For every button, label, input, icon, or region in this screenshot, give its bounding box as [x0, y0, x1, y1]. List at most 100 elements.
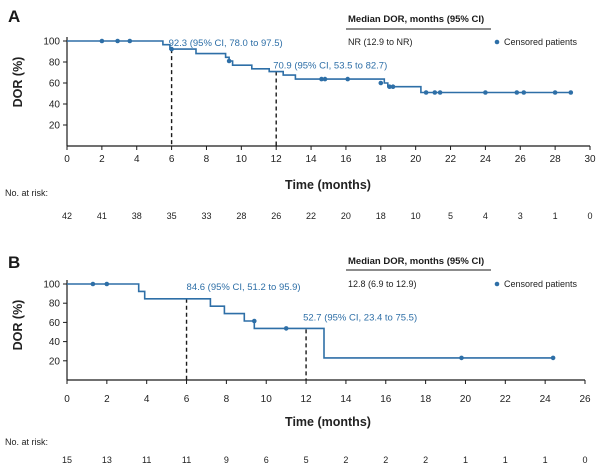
panel-a-landmark-label: 70.9 (95% CI, 53.5 to 82.7) [273, 61, 387, 72]
panel-a-at-risk-count: 38 [132, 211, 142, 221]
panel-a-at-risk-count: 20 [341, 211, 351, 221]
panel-a-xtick-label: 16 [340, 154, 352, 165]
panel-a-at-risk-count: 10 [411, 211, 421, 221]
panel-a-censor-marker [99, 38, 105, 44]
panel-a-xtick-label: 18 [375, 154, 387, 165]
panel-a-xtick-label: 8 [204, 154, 210, 165]
panel-b-at-risk-count: 9 [224, 455, 229, 465]
panel-b-censor-marker [459, 355, 464, 361]
panel-a-risk-title: No. at risk: [5, 188, 48, 198]
panel-a-censor-marker [552, 90, 558, 95]
panel-a-at-risk-count: 26 [271, 211, 281, 221]
panel-b-median-title: Median DOR, months (95% CI) [348, 256, 484, 267]
panel-a-censor-marker [514, 90, 520, 95]
panel-b-at-risk-count: 6 [264, 455, 269, 465]
panel-b-at-risk-count: 5 [304, 455, 309, 465]
panel-a-censor-marker [115, 38, 120, 44]
panel-b-xtick-label: 18 [420, 394, 432, 405]
panel-a-censor-marker [521, 90, 527, 95]
panel-b-xtick-label: 12 [301, 394, 313, 405]
panel-a-ytick-label: 40 [49, 100, 61, 111]
panel-a-xtick-label: 10 [236, 154, 248, 165]
panel-a-censor-marker [322, 76, 328, 82]
panel-a-at-risk-count: 18 [376, 211, 386, 221]
panel-b-xtick-label: 24 [540, 394, 552, 405]
panel-a-legend-marker [494, 39, 500, 45]
panel-a-xtick-label: 6 [169, 154, 175, 165]
panel-a-censor-marker [226, 58, 232, 64]
panel-b-landmark-label: 84.6 (95% CI, 51.2 to 95.9) [187, 282, 301, 293]
panel-a-ytick-label: 20 [49, 121, 61, 132]
panel-a-at-risk-count: 33 [201, 211, 211, 221]
panel-b-ytick-label: 100 [43, 280, 60, 291]
panel-b-xtick-label: 0 [64, 394, 70, 405]
panel-b-ytick-label: 40 [49, 337, 61, 348]
panel-b-km-curve [67, 283, 554, 359]
panel-b-xtick-label: 2 [104, 394, 110, 405]
panel-b-at-risk-count: 1 [503, 455, 508, 465]
panel-a-xtick-label: 2 [99, 154, 105, 165]
panel-a-ytick-label: 60 [49, 79, 61, 90]
panel-a-censor-marker [319, 76, 324, 82]
panel-a-letter: A [8, 7, 20, 26]
panel-b-xtick-label: 26 [579, 394, 591, 405]
panel-a-censor-marker [127, 38, 133, 44]
panel-a-at-risk-count: 35 [167, 211, 177, 221]
panel-a-ylabel: DOR (%) [11, 57, 25, 108]
panel-b-at-risk-count: 2 [423, 455, 428, 465]
panel-a-xtick-label: 20 [410, 154, 422, 165]
panel-b-censor-marker [252, 318, 257, 324]
panel-b-censor-marker [550, 355, 556, 361]
panel-b-landmark-label: 52.7 (95% CI, 23.4 to 75.5) [303, 312, 417, 323]
panel-a-at-risk-count: 4 [483, 211, 488, 221]
panel-a-censor-marker [437, 90, 443, 95]
panel-a-landmark-label: 92.3 (95% CI, 78.0 to 97.5) [169, 38, 283, 49]
panel-a-xtick-label: 28 [550, 154, 562, 165]
panel-b-xtick-label: 10 [261, 394, 273, 405]
panel-b-at-risk-count: 2 [383, 455, 388, 465]
panel-b-letter: B [8, 253, 20, 272]
panel-b-xlabel: Time (months) [285, 415, 371, 429]
panel-a-xtick-label: 4 [134, 154, 140, 165]
panel-a-xtick-label: 12 [271, 154, 283, 165]
panel-b-at-risk-count: 1 [463, 455, 468, 465]
panel-b-xtick-label: 16 [380, 394, 392, 405]
panel-a-censor-marker [483, 90, 488, 95]
panel-a-censor-marker [568, 90, 574, 95]
panel-a-at-risk-count: 41 [97, 211, 107, 221]
panel-b-xtick-label: 8 [224, 394, 230, 405]
panel-a-at-risk-count: 0 [587, 211, 592, 221]
panel-a-xtick-label: 22 [445, 154, 457, 165]
panel-a-censor-marker [378, 80, 384, 86]
panel-a-at-risk-count: 5 [448, 211, 453, 221]
panel-b-at-risk-count: 2 [343, 455, 348, 465]
panel-b-ytick-label: 20 [49, 356, 61, 367]
panel-b-at-risk-count: 11 [182, 455, 191, 465]
panel-b-ytick-label: 80 [49, 299, 61, 310]
panel-a-censor-marker [169, 46, 174, 52]
panel-a-legend-label: Censored patients [504, 37, 578, 47]
panel-a-censor-marker [387, 84, 392, 89]
panel-b-median-value: 12.8 (6.9 to 12.9) [348, 279, 417, 289]
panel-b-at-risk-count: 11 [142, 455, 151, 465]
panel-b-at-risk-count: 15 [62, 455, 72, 465]
panel-b-at-risk-count: 1 [543, 455, 548, 465]
panel-b-xtick-label: 14 [340, 394, 352, 405]
panel-a-at-risk-count: 42 [62, 211, 72, 221]
panel-b-xtick-label: 6 [184, 394, 190, 405]
panel-b-xtick-label: 4 [144, 394, 150, 405]
panel-a-at-risk-count: 28 [236, 211, 246, 221]
panel-b-ytick-label: 60 [49, 318, 61, 329]
panel-a-xlabel: Time (months) [285, 178, 371, 192]
panel-a-censor-marker [390, 84, 396, 89]
panel-a-xtick-label: 30 [584, 154, 596, 165]
panel-b-legend-marker [494, 281, 500, 287]
panel-a-censor-marker [423, 90, 429, 95]
panel-b-censor-marker [90, 281, 96, 287]
panel-b-risk-title: No. at risk: [5, 437, 48, 447]
panel-b: B DOR (%) Time (months) Median DOR, mont… [5, 253, 591, 465]
panel-b-censor-marker [104, 281, 110, 287]
panel-b-censor-marker [283, 326, 289, 331]
panel-b-xtick-label: 22 [500, 394, 512, 405]
